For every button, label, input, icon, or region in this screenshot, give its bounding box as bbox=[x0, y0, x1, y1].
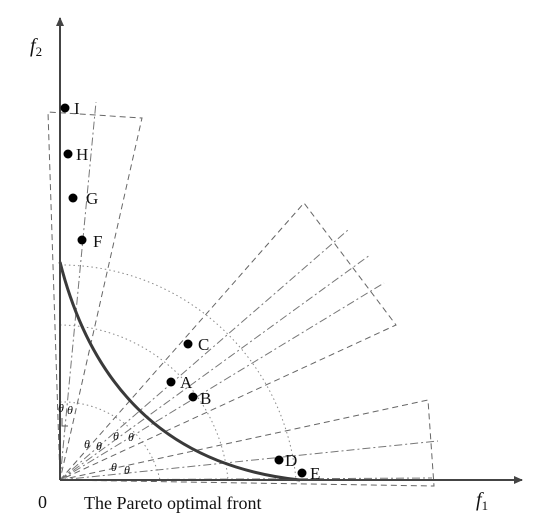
y-axis-label-sub: 2 bbox=[36, 44, 43, 59]
point-b-marker bbox=[188, 392, 198, 402]
origin-label: 0 bbox=[38, 492, 47, 512]
point-g-marker bbox=[68, 193, 78, 203]
ray-6 bbox=[59, 101, 97, 481]
point-i-marker bbox=[60, 103, 70, 113]
point-label-b: B bbox=[200, 389, 211, 408]
theta-label: θ bbox=[124, 463, 130, 477]
point-labels: I H G F C A B D E bbox=[74, 99, 320, 483]
sector-wedges bbox=[47, 111, 435, 487]
point-c-marker bbox=[183, 339, 193, 349]
theta-label: θ bbox=[96, 439, 102, 453]
point-label-d: D bbox=[285, 451, 297, 470]
y-axis-label: f2 bbox=[30, 35, 42, 59]
point-label-e: E bbox=[310, 464, 320, 483]
x-axis-label-main: f bbox=[476, 489, 484, 511]
pareto-front-caption: The Pareto optimal front bbox=[84, 493, 261, 513]
inner-dotted-arc bbox=[59, 401, 161, 481]
theta-label: θ bbox=[113, 429, 119, 443]
dashdot-rays bbox=[59, 101, 439, 481]
ray-4 bbox=[59, 440, 439, 481]
point-f-marker bbox=[77, 235, 87, 245]
point-label-a: A bbox=[180, 373, 193, 392]
theta-label: θ bbox=[67, 403, 73, 417]
x-axis-label-sub: 1 bbox=[482, 498, 489, 513]
sector-middle bbox=[59, 202, 397, 481]
solution-points bbox=[60, 103, 307, 478]
point-label-f: F bbox=[93, 232, 102, 251]
ray-2 bbox=[59, 254, 371, 481]
sector-top bbox=[47, 111, 143, 481]
angle-mark-top bbox=[61, 418, 68, 427]
angle-marks bbox=[61, 418, 68, 427]
ray-3 bbox=[59, 282, 385, 481]
point-a-marker bbox=[166, 377, 176, 387]
theta-label: θ bbox=[128, 430, 134, 444]
point-d-marker bbox=[274, 455, 284, 465]
theta-labels: θ θ θ θ θ θ θ θ bbox=[58, 401, 134, 477]
point-label-g: G bbox=[86, 189, 98, 208]
point-label-h: H bbox=[76, 145, 88, 164]
theta-label: θ bbox=[111, 460, 117, 474]
pareto-front-curve bbox=[58, 261, 301, 482]
x-axis-label: f1 bbox=[476, 489, 488, 513]
point-label-c: C bbox=[198, 335, 209, 354]
point-h-marker bbox=[63, 149, 73, 159]
outer-dotted-arc bbox=[59, 264, 297, 481]
ray-1 bbox=[59, 229, 349, 481]
point-e-marker bbox=[297, 468, 307, 478]
dotted-arcs bbox=[59, 264, 297, 481]
y-axis-label-main: f bbox=[30, 35, 38, 57]
point-label-i: I bbox=[74, 99, 80, 118]
theta-label: θ bbox=[84, 437, 90, 451]
ray-5 bbox=[59, 477, 433, 481]
theta-label: θ bbox=[58, 401, 64, 415]
